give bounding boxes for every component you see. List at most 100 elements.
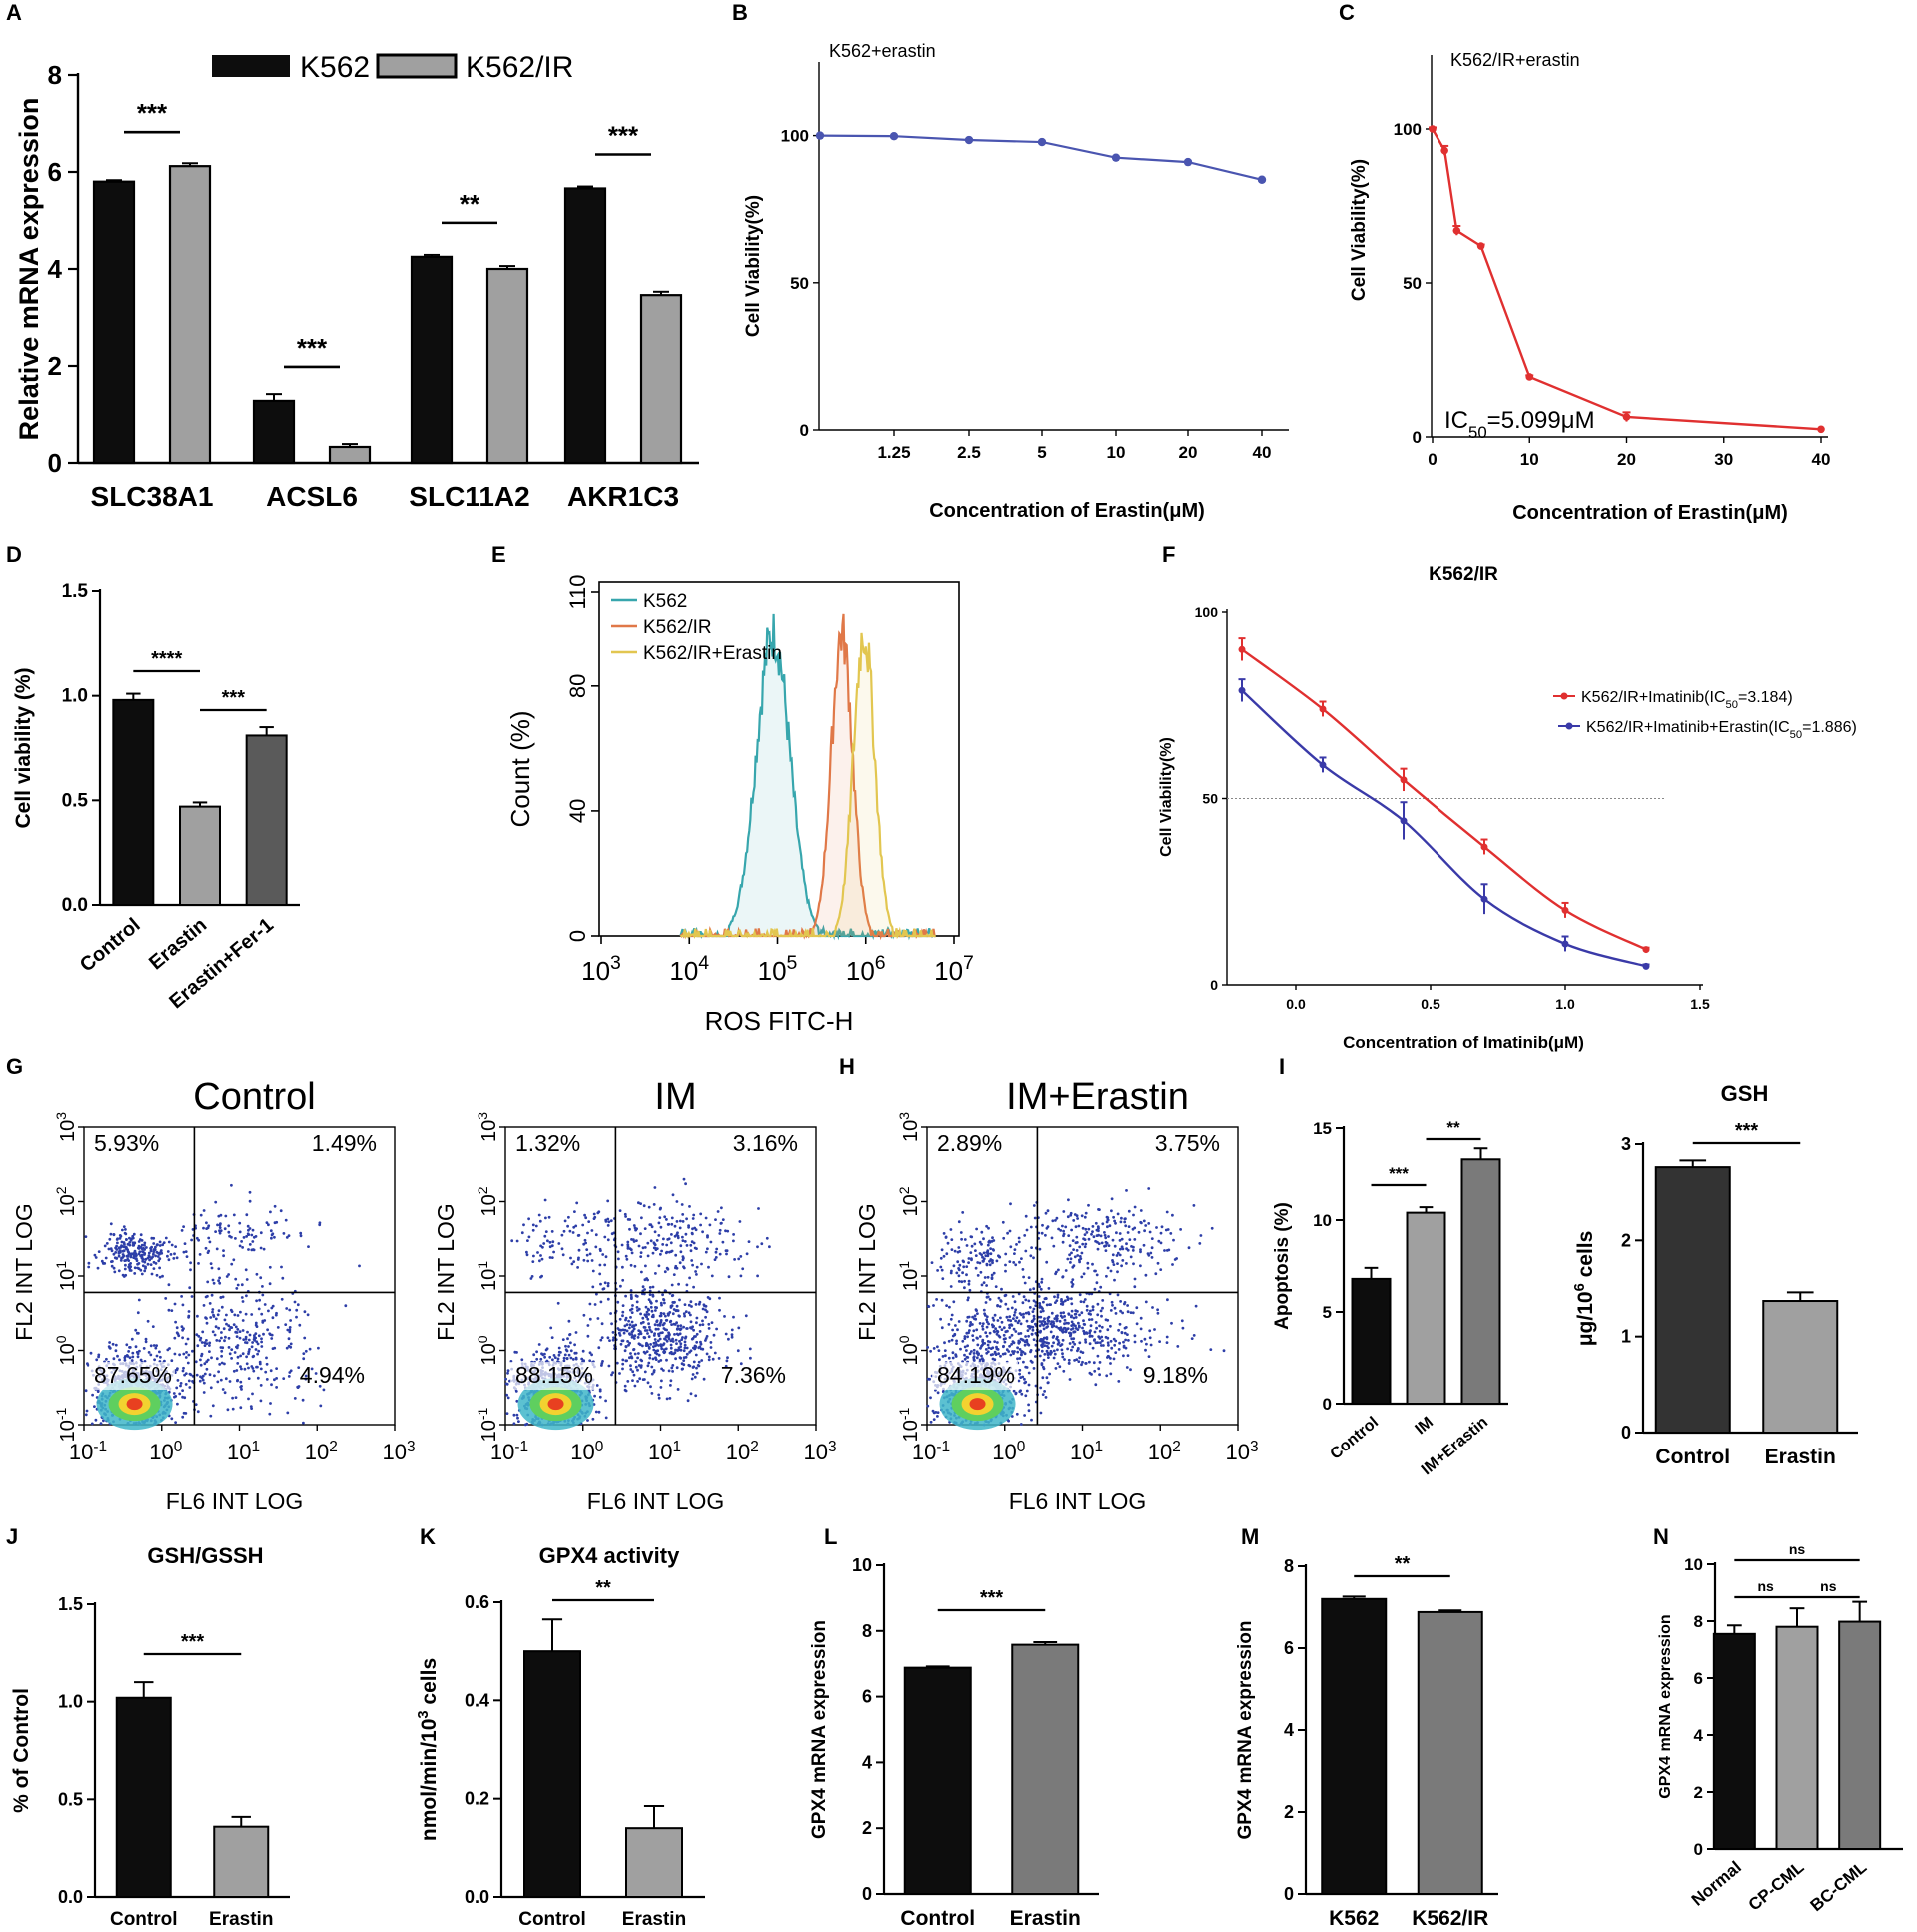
scatter-dot: [1073, 1330, 1077, 1334]
scatter-dot: [931, 1409, 935, 1413]
scatter-dot: [152, 1242, 156, 1245]
scatter-dot: [138, 1349, 141, 1353]
scatter-dot: [247, 1352, 250, 1356]
scatter-dot: [1056, 1314, 1059, 1318]
scatter-dot: [1065, 1321, 1068, 1325]
scatter-dot: [973, 1242, 977, 1246]
scatter-dot: [1014, 1330, 1018, 1333]
scatter-dot: [669, 1379, 673, 1383]
scatter-dot: [144, 1337, 148, 1341]
scatter-dot: [996, 1330, 1000, 1334]
scatter-dot: [647, 1205, 651, 1209]
scatter-dot: [138, 1238, 142, 1241]
y-tick-label: 0.0: [62, 895, 88, 916]
x-tick-label: 20: [1179, 443, 1198, 462]
scatter-dot: [593, 1303, 597, 1306]
scatter-dot: [980, 1354, 983, 1358]
x-tick-exponent: 4: [698, 952, 709, 974]
scatter-dot: [1117, 1328, 1120, 1332]
x-tick-exponent: 3: [610, 952, 621, 974]
scatter-dot: [1028, 1306, 1032, 1309]
scatter-dot: [1165, 1210, 1169, 1214]
scatter-dot: [1024, 1298, 1028, 1302]
scatter-dot: [597, 1410, 601, 1414]
y-axis-label: Relative mRNA expression: [14, 98, 44, 441]
scatter-dot: [1017, 1240, 1021, 1244]
scatter-dot: [648, 1353, 652, 1357]
x-tick-base: 10: [382, 1440, 406, 1464]
scatter-dot: [957, 1274, 961, 1278]
scatter-dot: [1124, 1217, 1127, 1221]
scatter-dot: [629, 1316, 632, 1319]
scatter-dot: [659, 1386, 663, 1389]
scatter-dot: [1104, 1236, 1108, 1240]
scatter-dot: [1047, 1319, 1051, 1323]
scatter-dot: [1122, 1340, 1125, 1344]
scatter-dot: [1170, 1321, 1173, 1325]
scatter-dot: [972, 1355, 976, 1358]
scatter-dot: [682, 1349, 686, 1353]
scatter-dot: [1082, 1272, 1086, 1276]
scatter-dot: [1028, 1288, 1032, 1292]
scatter-dot: [711, 1357, 715, 1361]
scatter-dot: [133, 1251, 137, 1254]
scatter-dot: [1039, 1386, 1043, 1390]
scatter-dot: [987, 1240, 991, 1244]
quadrant-label-lr: 4.94%: [300, 1362, 365, 1388]
scatter-dot: [1086, 1261, 1090, 1265]
scatter-dot: [295, 1315, 298, 1319]
scatter-dot: [1097, 1335, 1101, 1339]
scatter-dot: [1076, 1254, 1080, 1257]
scatter-dot: [245, 1235, 249, 1238]
scatter-dot: [698, 1345, 702, 1349]
scatter-dot: [946, 1241, 950, 1245]
scatter-dot: [715, 1247, 719, 1251]
scatter-dot: [176, 1379, 180, 1382]
y-tick-label: 5: [1323, 1303, 1332, 1322]
scatter-dot: [670, 1216, 674, 1220]
scatter-dot: [997, 1296, 1001, 1300]
scatter-dot: [1018, 1368, 1022, 1372]
scatter-dot: [123, 1358, 127, 1362]
scatter-dot: [143, 1260, 147, 1264]
scatter-dot: [648, 1328, 652, 1332]
scatter-dot: [626, 1380, 630, 1383]
scatter-dot: [988, 1340, 992, 1344]
scatter-dot: [211, 1308, 215, 1311]
scatter-dot: [228, 1234, 232, 1238]
scatter-dot: [986, 1275, 990, 1279]
scatter-dot: [117, 1269, 121, 1273]
scatter-dot: [1014, 1308, 1018, 1312]
x-tick-base: 10: [726, 1440, 750, 1464]
scatter-dot: [730, 1328, 734, 1332]
scatter-dot: [161, 1243, 165, 1247]
scatter-dot: [1070, 1314, 1073, 1318]
scatter-dot: [670, 1323, 673, 1326]
scatter-dot: [270, 1337, 274, 1340]
scatter-dot: [1105, 1274, 1108, 1278]
scatter-dot: [1066, 1298, 1070, 1301]
scatter-dot: [682, 1312, 686, 1316]
scatter-dot: [1071, 1340, 1075, 1344]
scatter-dot: [699, 1223, 702, 1227]
scatter-dot: [692, 1328, 695, 1332]
scatter-dot: [1091, 1308, 1095, 1312]
scatter-dot: [610, 1232, 614, 1236]
scatter-dot: [1023, 1343, 1027, 1347]
scatter-dot: [562, 1229, 566, 1233]
scatter-dot: [1002, 1333, 1006, 1337]
scatter-dot: [590, 1229, 594, 1232]
scatter-dot: [220, 1305, 224, 1309]
y-tick-exponent: 1: [475, 1261, 490, 1269]
scatter-dot: [314, 1372, 318, 1375]
scatter-dot: [230, 1262, 234, 1266]
scatter-dot: [269, 1369, 273, 1373]
scatter-dot: [942, 1232, 946, 1235]
scatter-dot: [1022, 1312, 1025, 1316]
scatter-dot: [1093, 1330, 1097, 1334]
scatter-dot: [665, 1243, 669, 1247]
scatter-dot: [1147, 1222, 1151, 1225]
scatter-dot: [208, 1240, 212, 1244]
scatter-dot: [1120, 1237, 1124, 1241]
scatter-dot: [639, 1255, 643, 1258]
